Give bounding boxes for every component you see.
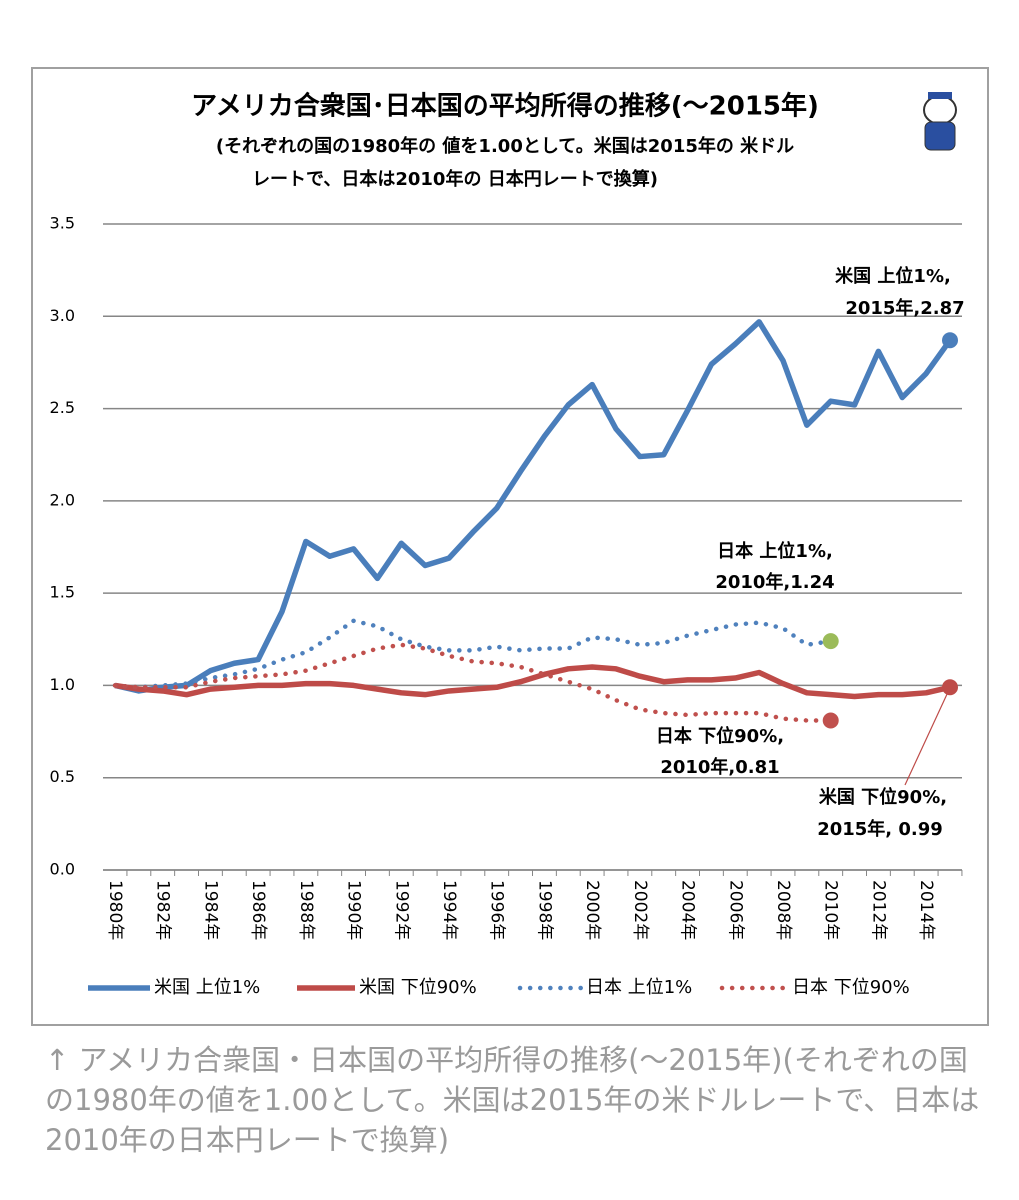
chart-subtitle: (それぞれの国の1980年の 値を1.00として。米国は2015年の 米ドル	[216, 135, 794, 157]
caption: ↑ アメリカ合衆国・日本国の平均所得の推移(～2015年)(それぞれの国の198…	[45, 1043, 980, 1157]
end-marker	[822, 712, 839, 729]
legend-label: 米国 下位90%	[359, 977, 477, 998]
x-tick-label: 2000年	[582, 880, 602, 940]
x-tick-label: 1980年	[105, 880, 125, 940]
annotation: 日本 上位1%,	[717, 540, 833, 562]
end-marker	[942, 332, 958, 349]
x-tick-label: 1996年	[487, 880, 507, 940]
x-tick-label: 1986年	[248, 880, 268, 940]
x-tick-label: 1990年	[344, 880, 364, 940]
chart-subtitle: レートで、日本は2010年の 日本円レートで換算)	[252, 168, 658, 190]
chart-title: アメリカ合衆国･日本国の平均所得の推移(～2015年)	[191, 91, 819, 122]
y-tick-label: 3.5	[50, 214, 75, 233]
x-tick-label: 2006年	[725, 880, 745, 940]
chart-frame	[31, 67, 989, 1026]
mascot-icon	[923, 92, 957, 151]
x-tick-label: 2014年	[916, 880, 936, 940]
y-tick-label: 0.0	[50, 860, 75, 879]
y-tick-label: 2.5	[50, 398, 75, 417]
annotation: 2010年,0.81	[660, 756, 779, 778]
x-tick-label: 2004年	[678, 880, 698, 940]
x-tick-label: 2002年	[630, 880, 650, 940]
series-line	[112, 618, 833, 690]
y-tick-label: 0.5	[50, 767, 75, 786]
legend-label: 日本 上位1%	[586, 977, 692, 998]
y-tick-label: 1.5	[50, 583, 75, 602]
y-tick-label: 1.0	[50, 675, 75, 694]
x-tick-label: 1982年	[153, 880, 173, 940]
y-tick-label: 3.0	[50, 306, 75, 325]
legend-label: 日本 下位90%	[792, 977, 910, 998]
chart: アメリカ合衆国･日本国の平均所得の推移(～2015年) (それぞれの国の1980…	[31, 67, 989, 1026]
end-marker	[822, 633, 839, 650]
x-tick-label: 1984年	[200, 880, 220, 940]
x-tick-label: 1998年	[534, 880, 554, 940]
leader-line	[904, 691, 949, 786]
x-tick-label: 1988年	[296, 880, 316, 940]
legend-label: 米国 上位1%	[154, 977, 260, 998]
x-tick-label: 2010年	[821, 880, 841, 940]
series-line	[114, 664, 951, 700]
x-tick-label: 2008年	[773, 880, 793, 940]
annotation: 米国 下位90%,	[819, 786, 947, 808]
annotation: 2010年,1.24	[715, 571, 834, 593]
y-tick-label: 2.0	[50, 490, 75, 509]
annotation: 2015年,2.87	[845, 297, 964, 319]
annotation: 2015年, 0.99	[817, 818, 943, 840]
series-line	[112, 642, 833, 723]
x-tick-label: 1994年	[439, 880, 459, 940]
annotation: 米国 上位1%,	[835, 265, 951, 287]
annotation: 日本 下位90%,	[656, 725, 784, 747]
series-line	[114, 319, 953, 694]
x-tick-label: 2012年	[868, 880, 888, 940]
end-marker	[942, 679, 958, 696]
x-tick-label: 1992年	[391, 880, 411, 940]
